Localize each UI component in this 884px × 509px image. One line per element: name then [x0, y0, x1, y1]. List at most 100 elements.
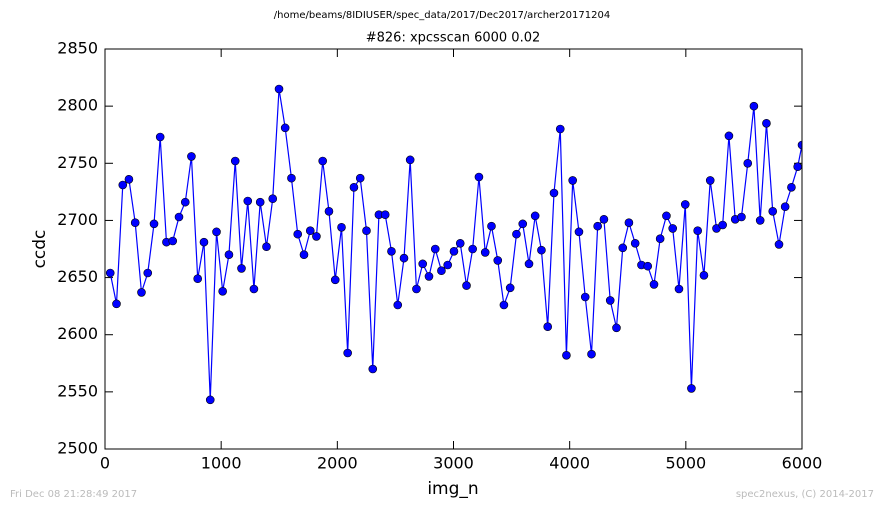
- data-point: [524, 259, 534, 269]
- data-point: [199, 237, 209, 247]
- data-point: [580, 292, 590, 302]
- data-point: [455, 238, 465, 248]
- data-point: [693, 226, 702, 236]
- y-tick-label: 2750: [57, 153, 98, 172]
- x-tick-label: 0: [100, 454, 110, 473]
- data-point: [755, 216, 765, 225]
- data-point: [412, 284, 421, 294]
- data-point: [668, 224, 678, 233]
- data-point: [797, 140, 802, 150]
- x-tick-label: 2000: [317, 454, 358, 473]
- data-point: [774, 240, 784, 249]
- data-point: [168, 236, 178, 246]
- plot-frame: [104, 48, 803, 450]
- data-point: [287, 173, 296, 183]
- data-point: [780, 202, 790, 212]
- data-point: [362, 226, 371, 236]
- data-point: [705, 176, 715, 185]
- data-point: [205, 395, 215, 405]
- data-point: [718, 220, 727, 230]
- data-point: [330, 275, 340, 285]
- data-point: [462, 281, 471, 290]
- data-point: [474, 172, 484, 182]
- data-point: [337, 222, 346, 232]
- data-point: [343, 348, 352, 358]
- data-point: [393, 300, 403, 310]
- data-point: [237, 264, 246, 273]
- plot-area: [105, 84, 802, 405]
- data-point: [518, 219, 528, 229]
- data-point: [124, 174, 134, 184]
- data-point: [768, 206, 778, 216]
- y-axis-label: ccdc: [30, 230, 50, 269]
- data-point: [605, 296, 615, 305]
- data-point: [243, 196, 253, 206]
- x-axis-label: img_n: [427, 479, 478, 499]
- data-point: [537, 245, 546, 255]
- data-point: [662, 211, 671, 221]
- data-point: [737, 212, 746, 222]
- data-point: [312, 232, 321, 241]
- data-point: [443, 260, 452, 270]
- y-tick-label: 2600: [57, 324, 98, 343]
- data-point: [505, 283, 515, 293]
- data-point: [187, 152, 196, 161]
- data-point: [655, 234, 665, 244]
- x-tick-label: 4000: [549, 454, 590, 473]
- data-point: [255, 197, 265, 207]
- data-point: [318, 156, 327, 166]
- data-point: [118, 180, 128, 190]
- x-tick-label: 6000: [782, 454, 823, 473]
- data-point: [493, 256, 503, 265]
- data-point: [299, 250, 309, 260]
- data-point: [487, 221, 496, 231]
- data-point: [612, 323, 621, 333]
- data-point: [680, 200, 690, 209]
- data-point: [137, 288, 146, 297]
- data-point: [218, 286, 227, 296]
- data-point: [212, 227, 221, 237]
- data-point: [449, 246, 459, 256]
- y-tick-label: 2850: [57, 39, 98, 58]
- data-point: [387, 246, 396, 256]
- data-point: [193, 274, 203, 284]
- data-point: [599, 214, 609, 224]
- data-point: [762, 118, 771, 128]
- y-tick-label: 2500: [57, 439, 98, 458]
- y-tick-label: 2550: [57, 381, 98, 400]
- data-point: [349, 182, 359, 192]
- data-point: [418, 259, 428, 269]
- data-point: [405, 155, 415, 165]
- data-point: [543, 322, 553, 332]
- data-point: [674, 284, 684, 294]
- footer-date: Fri Dec 08 21:28:49 2017: [10, 489, 137, 500]
- data-point: [305, 226, 315, 236]
- data-point: [105, 268, 115, 278]
- footer-credit: spec2nexus, (C) 2014-2017: [736, 489, 874, 500]
- data-point: [687, 384, 696, 393]
- data-point: [368, 364, 378, 374]
- data-point: [249, 284, 259, 294]
- chart-title: #826: xpcsscan 6000 0.02: [366, 31, 541, 46]
- data-point: [624, 218, 634, 228]
- data-point: [180, 197, 190, 207]
- data-point: [399, 253, 409, 263]
- data-point: [280, 123, 290, 133]
- data-point: [724, 131, 734, 141]
- x-tick-label: 5000: [665, 454, 706, 473]
- data-point: [743, 158, 753, 168]
- data-point: [593, 221, 602, 231]
- data-point: [749, 101, 759, 111]
- data-point: [562, 350, 571, 360]
- data-point: [268, 194, 278, 204]
- data-point: [112, 299, 121, 309]
- data-point: [649, 280, 659, 289]
- data-point: [430, 244, 440, 254]
- data-point: [587, 349, 596, 359]
- data-point: [549, 188, 559, 198]
- data-point: [380, 210, 390, 220]
- header: /home/beams/8IDIUSER/spec_data/2017/Dec2…: [274, 10, 610, 21]
- data-point: [324, 206, 334, 216]
- data-point: [787, 182, 796, 192]
